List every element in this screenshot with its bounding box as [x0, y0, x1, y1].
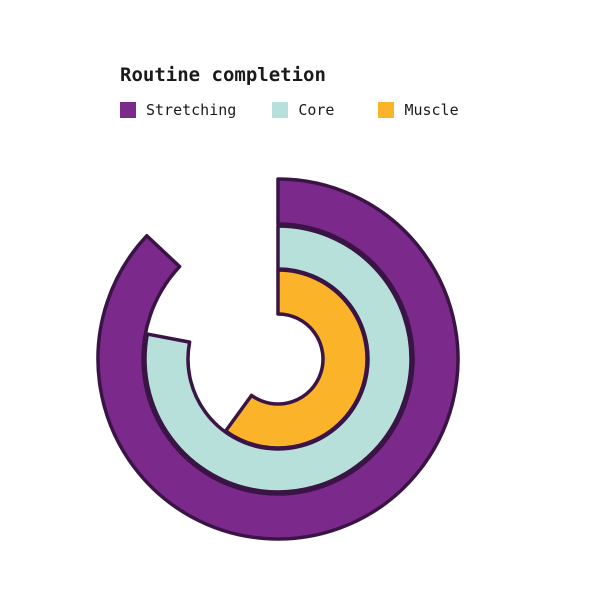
- chart-title: Routine completion: [120, 64, 326, 86]
- legend-swatch-stretching: [120, 102, 136, 118]
- legend-swatch-core: [272, 102, 289, 118]
- radial-bar-stretching[interactable]: [96, 177, 460, 541]
- radial-bar-core[interactable]: [143, 224, 413, 494]
- legend-item-stretching[interactable]: Stretching: [120, 101, 236, 119]
- legend-swatch-muscle: [378, 102, 395, 118]
- legend-label-muscle: Muscle: [404, 101, 459, 119]
- legend-label-core: Core: [298, 101, 335, 119]
- legend: Stretching Core Muscle: [120, 101, 495, 119]
- legend-item-core[interactable]: Core: [272, 101, 334, 119]
- legend-item-muscle[interactable]: Muscle: [378, 101, 459, 119]
- radial-bar-muscle[interactable]: [223, 268, 369, 450]
- legend-label-stretching: Stretching: [146, 101, 237, 119]
